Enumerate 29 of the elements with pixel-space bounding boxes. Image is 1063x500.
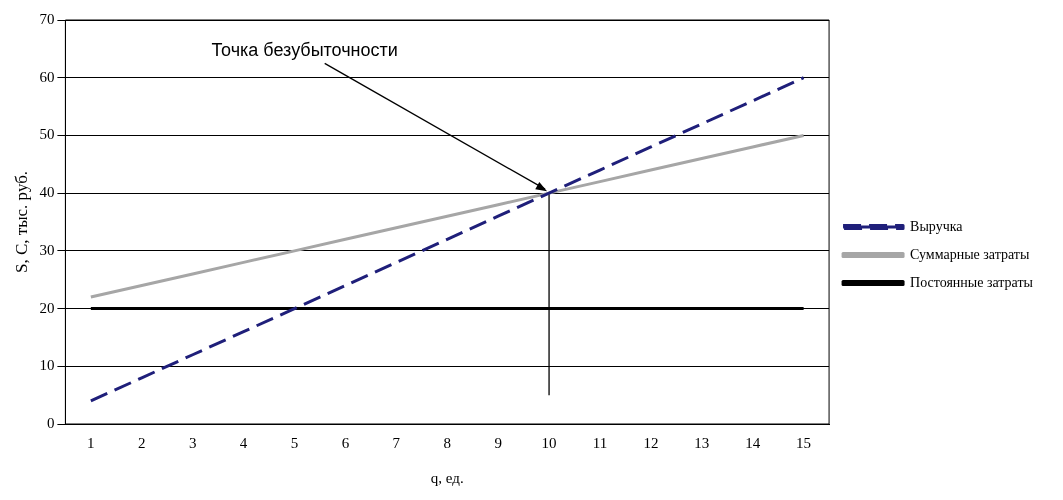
x-tick-label: 11: [592, 434, 608, 451]
x-tick-label: 15: [796, 434, 812, 451]
x-tick-label: 14: [745, 434, 761, 451]
y-tick-label: 60: [39, 68, 55, 85]
y-tick-label: 20: [39, 299, 55, 316]
x-tick-label: 3: [188, 434, 197, 451]
x-tick-label: 13: [694, 434, 710, 451]
legend-label: Постоянные затраты: [910, 274, 1034, 290]
x-tick-label: 8: [443, 434, 451, 451]
y-tick-label: 30: [39, 241, 55, 258]
y-tick-label: 40: [39, 184, 55, 201]
y-tick-label: 10: [39, 357, 55, 374]
x-tick-label: 10: [541, 434, 557, 451]
legend-label: Суммарные затраты: [910, 246, 1030, 262]
x-tick-label: 5: [290, 434, 299, 451]
x-tick-label: 2: [138, 434, 146, 451]
x-tick-label: 1: [87, 434, 95, 451]
x-tick-label: 6: [341, 434, 350, 451]
annotation: Точка безубыточности: [211, 40, 398, 61]
y-tick-label: 0: [46, 414, 55, 431]
x-tick-label: 9: [494, 434, 502, 451]
y-tick-label: 50: [39, 126, 55, 143]
y-tick-label: 70: [39, 10, 55, 27]
x-axis-title: q, ед.: [430, 469, 464, 486]
legend-label: Выручка: [910, 218, 964, 234]
x-tick-label: 7: [392, 434, 401, 451]
y-axis-title: S, C, тыс. руб.: [11, 170, 31, 274]
x-tick-label: 12: [643, 434, 659, 451]
x-tick-label: 4: [239, 434, 248, 451]
